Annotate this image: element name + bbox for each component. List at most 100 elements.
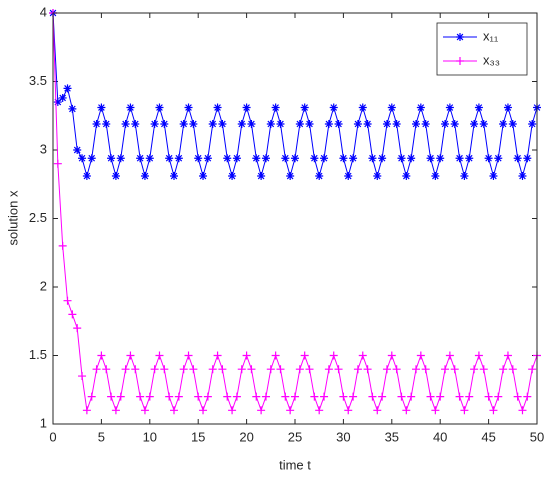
marker	[116, 154, 125, 163]
marker	[82, 172, 91, 181]
marker	[63, 84, 72, 93]
marker	[232, 392, 241, 401]
marker	[160, 365, 169, 374]
marker	[382, 119, 391, 128]
marker	[334, 365, 343, 374]
marker	[513, 392, 522, 401]
x-tick-label: 10	[143, 429, 157, 444]
marker	[412, 119, 420, 128]
marker	[349, 392, 358, 401]
marker	[392, 365, 401, 374]
marker	[455, 392, 464, 401]
marker	[291, 154, 299, 163]
marker	[358, 103, 367, 112]
marker	[165, 154, 174, 163]
marker	[199, 172, 208, 181]
marker	[131, 119, 140, 128]
marker	[315, 406, 324, 415]
marker	[518, 406, 527, 415]
marker	[368, 392, 377, 401]
x-tick-label: 30	[336, 429, 350, 444]
marker	[392, 119, 401, 128]
marker	[387, 103, 396, 112]
marker	[68, 310, 77, 319]
marker	[324, 119, 333, 128]
marker	[121, 119, 130, 128]
marker	[252, 154, 261, 163]
marker	[305, 119, 314, 128]
marker	[232, 154, 241, 163]
marker	[324, 365, 333, 374]
marker	[140, 406, 149, 415]
marker	[460, 406, 469, 415]
y-tick-label: 3	[40, 141, 47, 156]
marker	[68, 104, 77, 113]
marker	[136, 392, 145, 401]
y-tick-label: 3.5	[29, 73, 47, 88]
marker	[189, 365, 198, 374]
marker	[53, 159, 62, 168]
marker	[140, 172, 149, 181]
legend-marker	[456, 57, 464, 65]
legend-label: x₁₁	[483, 28, 499, 43]
marker	[150, 365, 159, 374]
marker	[407, 154, 416, 163]
marker	[310, 154, 319, 163]
x-tick-label: 15	[191, 429, 205, 444]
marker	[484, 154, 493, 163]
marker	[208, 119, 217, 128]
marker	[397, 154, 406, 163]
marker	[286, 172, 295, 181]
marker	[402, 172, 411, 181]
marker	[194, 154, 203, 163]
x-tick-label: 20	[239, 429, 253, 444]
marker	[523, 154, 532, 163]
y-axis-label: solution x	[5, 190, 20, 245]
marker	[208, 365, 217, 374]
marker	[266, 119, 275, 128]
marker	[126, 103, 135, 112]
y-tick-label: 4	[40, 4, 47, 19]
marker	[228, 406, 237, 415]
marker	[165, 392, 174, 401]
marker	[131, 365, 140, 374]
marker	[107, 392, 116, 401]
marker	[470, 119, 479, 128]
x-tick-label: 45	[481, 429, 495, 444]
marker	[305, 365, 314, 374]
marker	[489, 406, 498, 415]
marker	[329, 351, 338, 360]
marker	[339, 154, 348, 163]
marker	[412, 365, 420, 374]
axes-box	[52, 12, 538, 425]
marker	[184, 351, 193, 360]
marker	[179, 119, 188, 128]
marker	[145, 392, 154, 401]
marker	[479, 119, 488, 128]
marker	[213, 103, 222, 112]
marker	[155, 351, 164, 360]
marker	[421, 365, 430, 374]
marker	[479, 365, 488, 374]
marker	[508, 365, 517, 374]
marker	[97, 351, 106, 360]
marker	[174, 392, 183, 401]
marker	[266, 365, 275, 374]
marker	[121, 365, 130, 374]
marker	[320, 392, 329, 401]
marker	[344, 406, 353, 415]
marker	[174, 154, 183, 163]
marker	[465, 392, 474, 401]
marker	[170, 172, 178, 181]
marker	[184, 103, 193, 112]
marker	[247, 365, 256, 374]
marker	[247, 119, 256, 128]
marker	[353, 119, 362, 128]
marker	[373, 172, 382, 181]
marker	[295, 119, 304, 128]
marker	[271, 351, 280, 360]
marker	[199, 406, 208, 415]
marker	[58, 93, 67, 102]
marker	[397, 392, 406, 401]
